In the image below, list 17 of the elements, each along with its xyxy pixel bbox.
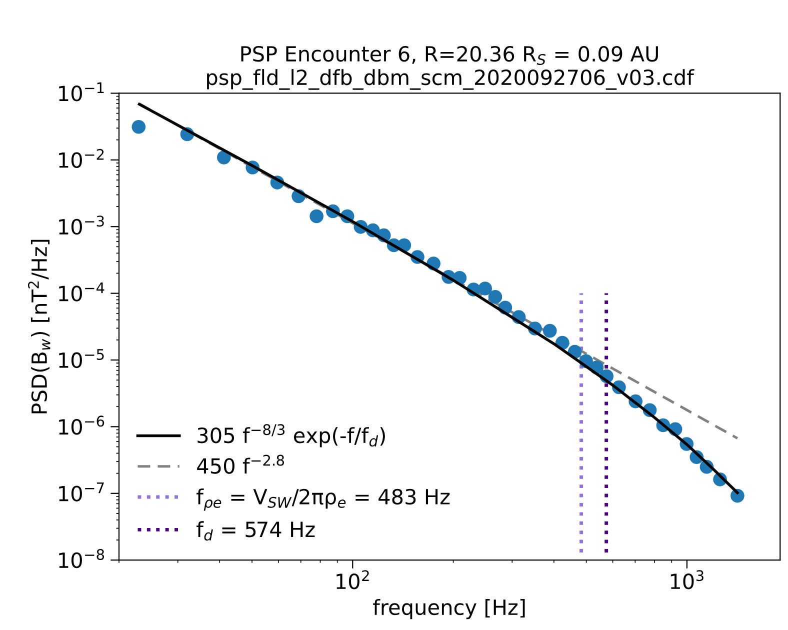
legend-label: f$_{ρe}$ = V$_{SW}$/2πρ$_{e}$ = 483 Hz — [196, 488, 450, 511]
legend-label: 305 f$^{−8/3}$ exp(-f/f$_{d}$) — [198, 424, 385, 448]
y-tick-label: 10$^{−8}$ — [59, 549, 104, 568]
y-tick-label: 10$^{−6}$ — [59, 416, 104, 435]
y-axis-title: PSD(B$_{w}$) [nT$^{2}$/Hz] — [28, 240, 50, 414]
x-tick-label: 10$^{2}$ — [336, 570, 369, 590]
y-tick-label: 10$^{−5}$ — [59, 349, 104, 368]
y-tick-label: 10$^{−1}$ — [59, 82, 104, 102]
y-tick-label: 10$^{−7}$ — [59, 482, 104, 502]
chart-title: PSP Encounter 6, R=20.36 R$_{S}$ = 0.09 AU psp_fld_l2_dfb_dbm_scm_2020092706_v03.cdf — [207, 46, 694, 90]
x-axis-title: frequency [Hz] — [373, 598, 525, 620]
x-tick-label: 10$^{3}$ — [670, 570, 704, 590]
y-tick-label: 10$^{−3}$ — [59, 216, 104, 235]
y-tick-label: 10$^{−4}$ — [59, 282, 104, 302]
y-tick-label: 10$^{−2}$ — [59, 148, 104, 168]
legend-label: 450 f$^{−2.8}$ — [197, 454, 284, 474]
legend-label: f$_{d}$ = 574 Hz — [196, 521, 315, 541]
